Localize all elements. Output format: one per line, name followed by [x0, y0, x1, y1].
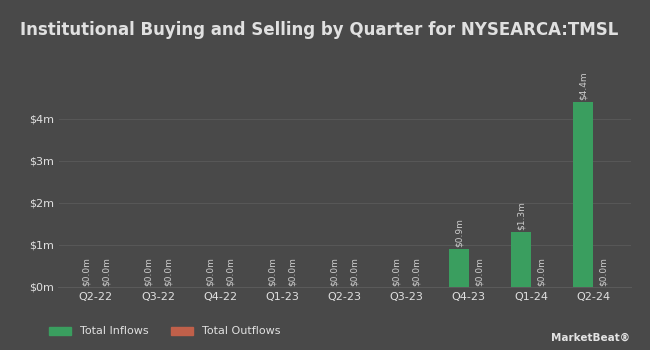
Text: $0.0m: $0.0m [144, 257, 153, 286]
Text: $0.0m: $0.0m [268, 257, 277, 286]
Text: $0.0m: $0.0m [412, 257, 421, 286]
Text: $0.0m: $0.0m [350, 257, 359, 286]
Text: $0.0m: $0.0m [288, 257, 297, 286]
Text: $1.3m: $1.3m [517, 201, 526, 230]
Text: $0.0m: $0.0m [226, 257, 235, 286]
Text: $0.0m: $0.0m [330, 257, 339, 286]
Text: $0.9m: $0.9m [454, 218, 463, 247]
Bar [573, 102, 593, 287]
Legend: Total Inflows, Total Outflows: Total Inflows, Total Outflows [45, 322, 285, 341]
Text: $0.0m: $0.0m [163, 257, 172, 286]
Bar [511, 232, 531, 287]
Text: $0.0m: $0.0m [392, 257, 401, 286]
Text: $0.0m: $0.0m [536, 257, 545, 286]
Text: $4.4m: $4.4m [578, 71, 588, 100]
Text: MarketBeat®: MarketBeat® [551, 333, 630, 343]
Text: $0.0m: $0.0m [205, 257, 214, 286]
Text: $0.0m: $0.0m [101, 257, 111, 286]
Bar [449, 249, 469, 287]
Text: Institutional Buying and Selling by Quarter for NYSEARCA:TMSL: Institutional Buying and Selling by Quar… [20, 21, 618, 39]
Text: $0.0m: $0.0m [474, 257, 484, 286]
Text: $0.0m: $0.0m [81, 257, 90, 286]
Text: $0.0m: $0.0m [599, 257, 608, 286]
